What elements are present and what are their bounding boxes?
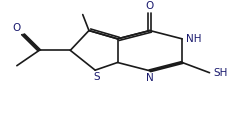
Text: N: N <box>146 73 154 83</box>
Text: NH: NH <box>186 34 202 44</box>
Text: S: S <box>93 72 100 82</box>
Text: SH: SH <box>213 68 228 78</box>
Text: O: O <box>12 23 20 33</box>
Text: O: O <box>146 1 154 11</box>
